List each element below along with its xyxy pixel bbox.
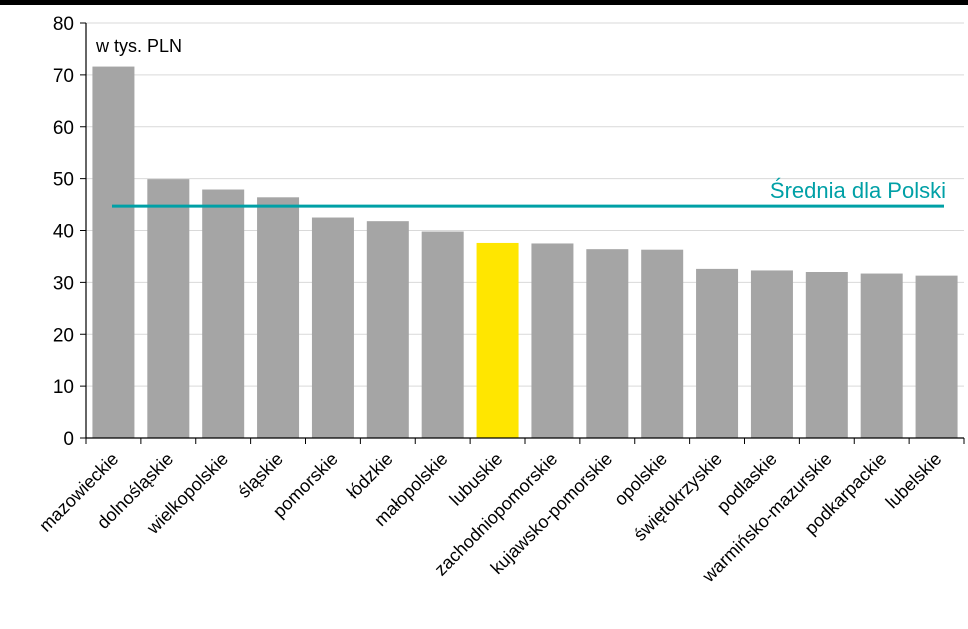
bar-12 bbox=[750, 270, 793, 438]
average-line-label: Średnia dla Polski bbox=[770, 178, 946, 203]
bar-2 bbox=[202, 189, 245, 438]
y-tick-label: 40 bbox=[53, 222, 74, 243]
unit-label: w tys. PLN bbox=[95, 36, 182, 56]
bar-6 bbox=[421, 231, 464, 438]
y-tick-label: 20 bbox=[53, 325, 74, 346]
x-tick-label: lubelskie bbox=[882, 449, 946, 513]
x-tick-label: łódzkie bbox=[343, 449, 397, 503]
y-tick-label: 60 bbox=[53, 118, 74, 139]
bar-14 bbox=[860, 273, 903, 438]
y-tick-label: 70 bbox=[53, 66, 74, 87]
axes bbox=[85, 23, 965, 444]
y-tick-label: 10 bbox=[53, 377, 74, 398]
bars bbox=[92, 66, 958, 439]
top-rule bbox=[0, 0, 968, 5]
bar-10 bbox=[641, 249, 684, 438]
bar-11 bbox=[696, 268, 739, 438]
y-tick-label: 50 bbox=[53, 170, 74, 191]
bar-1 bbox=[147, 179, 190, 439]
bar-4 bbox=[311, 217, 354, 438]
bar-8 bbox=[531, 243, 574, 438]
y-tick-label: 80 bbox=[53, 14, 74, 35]
bar-13 bbox=[805, 272, 848, 438]
bar-7 bbox=[476, 242, 519, 438]
bar-5 bbox=[366, 221, 409, 438]
y-tick-label: 30 bbox=[53, 273, 74, 294]
y-tick-label: 0 bbox=[63, 429, 74, 450]
x-tick-label: śląskie bbox=[234, 449, 287, 502]
bar-3 bbox=[257, 197, 300, 438]
bar-0 bbox=[92, 66, 135, 438]
bar-9 bbox=[586, 249, 629, 438]
y-tick-labels: 0 10 20 30 40 50 60 70 80 bbox=[53, 14, 74, 450]
bar-15 bbox=[915, 275, 958, 438]
